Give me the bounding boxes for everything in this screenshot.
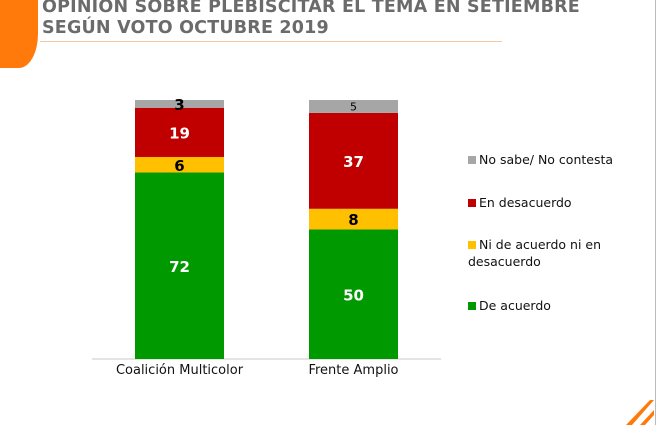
- data-label: 50: [343, 286, 364, 304]
- data-label: 37: [343, 153, 364, 171]
- legend-label: Ni de acuerdo ni en desacuerdo: [468, 237, 601, 269]
- legend-item: Ni de acuerdo ni en desacuerdo: [468, 236, 618, 270]
- data-label: 19: [169, 124, 190, 142]
- title-underline: [40, 41, 502, 42]
- decorative-stripe: [626, 400, 654, 425]
- bar-segment: [135, 172, 224, 359]
- slide-edge: [655, 0, 656, 425]
- bar-segment: [309, 100, 398, 113]
- bar-segment: [309, 112, 398, 209]
- legend-swatch: [468, 156, 476, 164]
- page-title: OPINIÓN SOBRE PLEBISCITAR EL TEMA EN SET…: [42, 0, 580, 39]
- legend-swatch: [468, 199, 476, 207]
- legend-swatch: [468, 241, 476, 249]
- decorative-orange-circle: [0, 0, 38, 68]
- legend-label: En desacuerdo: [479, 195, 572, 210]
- legend-swatch: [468, 302, 476, 310]
- legend-item: En desacuerdo: [468, 194, 648, 211]
- legend-label: No sabe/ No contesta: [479, 152, 614, 167]
- data-label: 3: [174, 96, 184, 114]
- legend-item: No sabe/ No contesta: [468, 151, 648, 168]
- data-label: 8: [348, 211, 358, 229]
- title-line-1: OPINIÓN SOBRE PLEBISCITAR EL TEMA EN SET…: [42, 0, 580, 17]
- bar-segment: [309, 208, 398, 230]
- decorative-stripe: [640, 410, 654, 425]
- category-label: Coalición Multicolor: [116, 363, 244, 378]
- bar-segment: [135, 107, 224, 157]
- legend-label: De acuerdo: [479, 298, 551, 313]
- title-line-2: SEGÚN VOTO OCTUBRE 2019: [42, 18, 329, 38]
- data-label: 72: [169, 258, 190, 276]
- data-label: 6: [174, 157, 184, 175]
- legend-item: De acuerdo: [468, 297, 648, 314]
- bar-segment: [135, 100, 224, 108]
- bar-segment: [309, 229, 398, 359]
- category-label: Frente Amplio: [308, 363, 398, 378]
- data-label: 5: [350, 100, 357, 113]
- bar-segment: [135, 156, 224, 173]
